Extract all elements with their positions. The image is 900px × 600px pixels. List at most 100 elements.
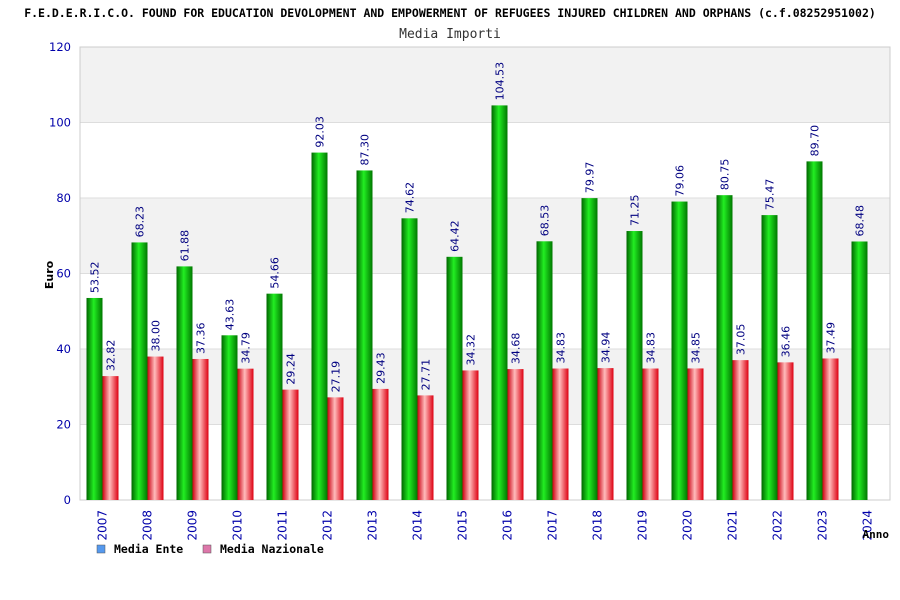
bar-media-ente [491,105,508,501]
bar-media-ente [86,297,103,500]
x-tick-label: 2011 [276,510,290,541]
bar-media-nazionale [777,362,794,500]
legend-swatch-media-ente [96,544,106,554]
bar-media-nazionale [417,395,434,500]
bar-media-ente [581,198,598,500]
legend-swatch-media-nazionale [202,544,212,554]
x-tick-label: 2020 [681,510,695,541]
data-label: 92.03 [314,116,327,148]
bar-media-nazionale [732,360,749,500]
data-label: 29.24 [285,353,298,385]
x-axis-label: Anno [863,528,890,541]
data-label: 32.82 [105,340,118,372]
x-axis-ticks: 2007 2008 2009 2010 2011 2012 2013 2014 2015 2016… [96,510,875,541]
data-label: 29.43 [375,352,388,384]
y-axis-ticks: 0 20 40 60 80 100 120 [49,40,71,507]
data-label: 34.79 [240,332,253,364]
y-axis-label: Euro [43,260,56,289]
x-tick-label: 2019 [636,510,650,541]
bar-media-ente [176,266,193,500]
data-label: 79.06 [674,165,687,197]
bar-media-ente [626,231,643,500]
y-tick-label: 20 [56,418,71,432]
x-tick-label: 2014 [411,510,425,541]
plot-area [79,46,891,501]
legend: Media Ente Media Nazionale [96,542,324,556]
legend-label-media-nazionale: Media Nazionale [220,542,324,556]
data-label: 87.30 [359,134,372,166]
x-tick-label: 2018 [591,510,605,541]
y-tick-label: 40 [56,342,71,356]
bar-media-ente [671,201,688,500]
bar-media-ente [536,241,553,500]
bar-media-nazionale [327,397,344,500]
bar-media-ente [356,170,373,500]
data-label: 34.68 [510,333,523,365]
bar-media-ente [401,218,418,500]
bar-media-nazionale [462,370,479,500]
y-tick-label: 80 [56,191,71,205]
data-label: 37.05 [735,324,748,356]
x-tick-label: 2007 [96,510,110,541]
data-label: 68.48 [854,205,867,237]
x-tick-label: 2017 [546,510,560,541]
x-tick-label: 2023 [816,510,830,541]
bar-media-nazionale [192,358,209,500]
bar-media-nazionale [282,389,299,500]
data-label: 61.88 [179,230,192,262]
x-tick-label: 2010 [231,510,245,541]
bar-media-nazionale [102,376,119,500]
x-tick-label: 2013 [366,510,380,541]
data-label: 27.19 [330,361,343,393]
data-label: 36.46 [780,326,793,358]
data-label: 34.83 [645,332,658,364]
bar-media-ente [716,195,733,500]
bar-media-ente [851,241,868,500]
bar-media-ente [311,152,328,501]
chart-subtitle: Media Importi [399,27,501,42]
bars [86,105,868,501]
data-label: 53.52 [89,261,102,293]
y-tick-label: 60 [56,267,71,281]
data-label: 34.94 [600,332,613,364]
data-label: 104.53 [494,62,507,101]
x-tick-label: 2022 [771,510,785,541]
plot-band [80,349,890,425]
bar-media-nazionale [237,368,254,500]
y-tick-label: 100 [49,116,71,130]
y-tick-label: 120 [49,40,71,54]
data-label: 27.71 [420,359,433,391]
bar-media-ente [806,161,823,500]
data-label: 68.53 [539,205,552,237]
x-tick-label: 2016 [501,510,515,541]
data-label: 75.47 [764,179,777,211]
data-label: 37.36 [195,322,208,354]
plot-band [80,47,890,123]
bar-media-nazionale [687,368,704,500]
data-label: 37.49 [825,322,838,354]
bar-media-ente [446,256,463,500]
bar-media-nazionale [507,369,524,500]
bar-media-nazionale [642,368,659,500]
x-tick-label: 2024 [861,510,875,541]
data-label: 64.42 [449,220,462,252]
x-tick-label: 2009 [186,510,200,541]
data-label: 38.00 [150,320,163,352]
plot-band [80,198,890,274]
x-tick-label: 2008 [141,510,155,541]
data-label: 34.32 [465,334,478,366]
bar-media-nazionale [147,356,164,500]
x-tick-label: 2012 [321,510,335,541]
x-tick-label: 2015 [456,510,470,541]
data-label: 54.66 [269,257,282,289]
bar-media-ente [266,293,283,500]
chart-title: F.E.D.E.R.I.C.O. FOUND FOR EDUCATION DEV… [24,6,876,20]
data-label: 79.97 [584,162,597,194]
data-label: 43.63 [224,299,237,331]
data-labels: 53.52 32.82 68.23 38.00 61.88 37.36 43.6334.79… [89,62,867,392]
bar-media-ente [761,215,778,500]
data-label: 80.75 [719,159,732,191]
data-label: 71.25 [629,195,642,227]
bar-media-nazionale [822,358,839,500]
